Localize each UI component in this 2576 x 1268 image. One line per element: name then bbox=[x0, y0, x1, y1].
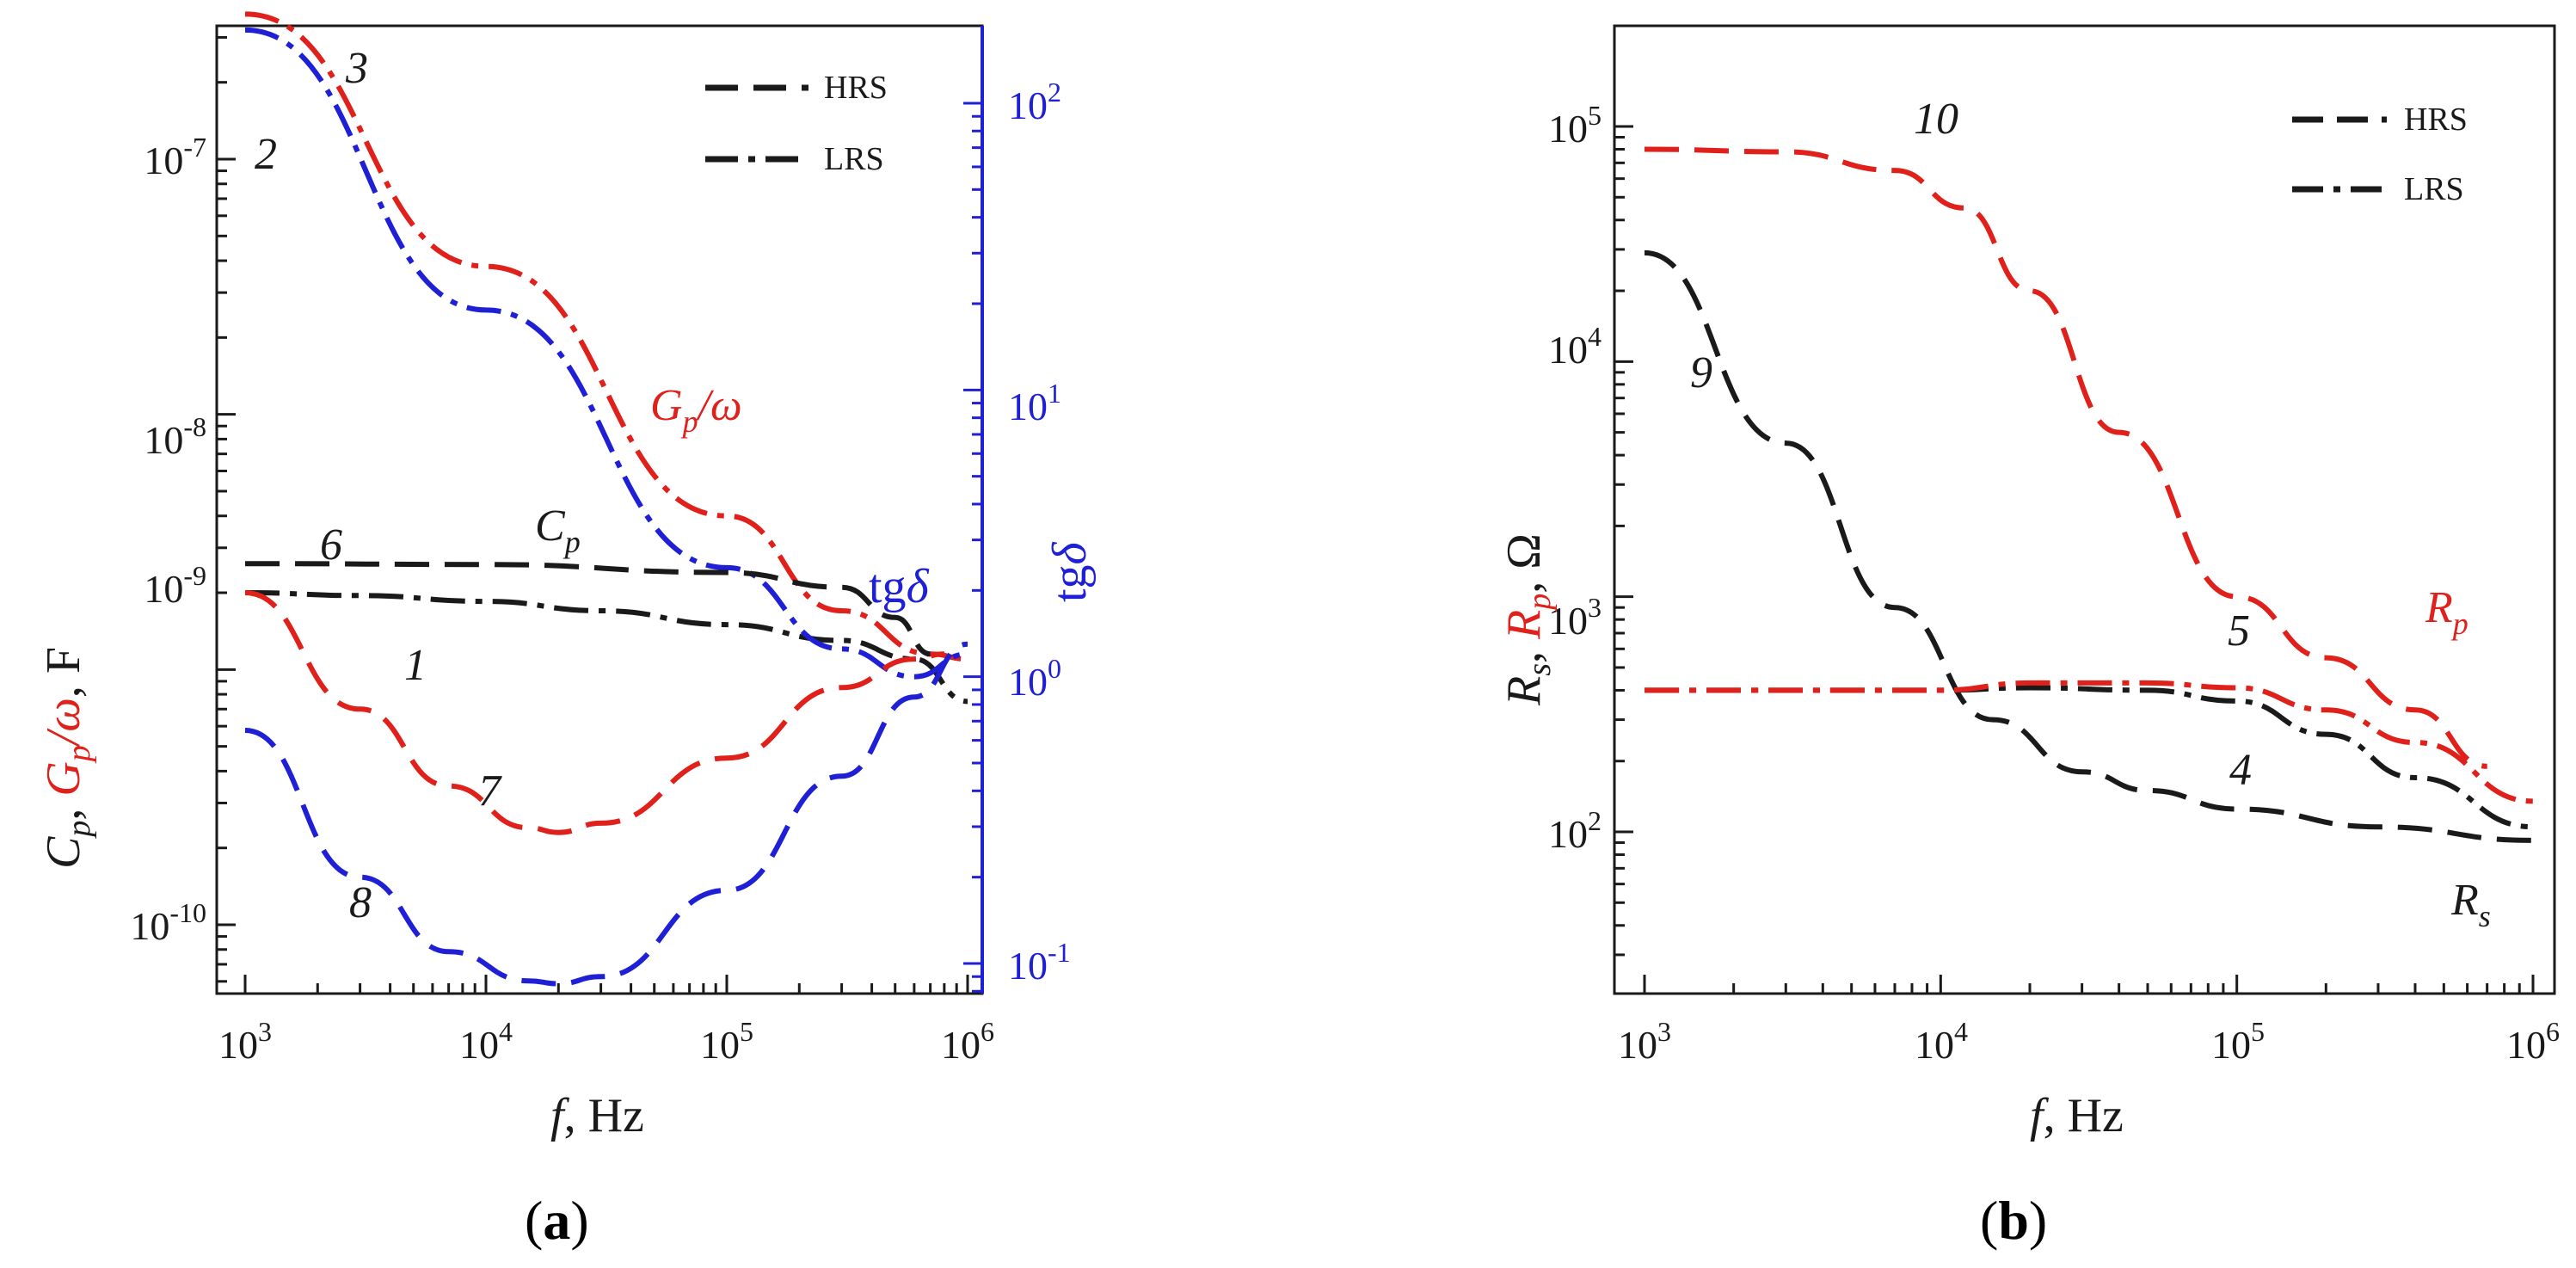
chart-b-y-label: Rs, Rp, Ω bbox=[1497, 533, 1558, 706]
chart-a-x-tick-label: 103 bbox=[218, 1016, 272, 1067]
series-line-9 bbox=[1644, 249, 2534, 843]
legend-label-lrs: LRS bbox=[824, 141, 884, 177]
legend-label-lrs: LRS bbox=[2404, 171, 2464, 207]
chart-b-rp-label: Rp bbox=[2425, 583, 2468, 641]
chart-b-ticks bbox=[1614, 125, 2535, 994]
chart-b-plot-frame bbox=[1613, 24, 2556, 995]
series-line-1 bbox=[244, 590, 968, 705]
series-line-3 bbox=[244, 27, 968, 680]
chart-b-legend: HRS LRS bbox=[2292, 102, 2468, 207]
chart-a-ticks bbox=[217, 35, 982, 994]
chart-a-cp-label: Cp bbox=[535, 502, 581, 559]
chart-a-x-tick-label: 105 bbox=[700, 1016, 753, 1067]
chart-a-y2-tick-label: 10-1 bbox=[1008, 937, 1071, 988]
chart-a-y-tick-label: 10-9 bbox=[144, 560, 206, 611]
chart-a-y-tick-label: 10-10 bbox=[130, 897, 206, 948]
chart-a-series bbox=[244, 11, 968, 987]
series-line-7 bbox=[244, 590, 944, 835]
chart-b-x-tick-label: 104 bbox=[1915, 1016, 1968, 1067]
series-line-4 bbox=[1645, 685, 2534, 830]
chart-b-x-tick-label: 105 bbox=[2211, 1016, 2265, 1067]
chart-a-x-tick-label: 106 bbox=[941, 1016, 994, 1067]
chart-a-y2-tick-label: 102 bbox=[1008, 77, 1061, 127]
chart-b: 103 104 105 106 102 103 104 105 f, Hz Rs… bbox=[1497, 24, 2560, 1251]
chart-a-annotation: 8 bbox=[349, 878, 372, 927]
series-line-6 bbox=[244, 561, 931, 657]
legend-label-hrs: HRS bbox=[2404, 102, 2468, 138]
chart-a-tgd-label: tgδ bbox=[869, 560, 930, 613]
series-line-5 bbox=[1645, 680, 2534, 804]
chart-a-y2-tick-label: 100 bbox=[1008, 653, 1061, 704]
chart-a-y-tick-label: 10-7 bbox=[144, 132, 206, 182]
series-line-8 bbox=[244, 641, 968, 987]
chart-b-x-tick-label: 106 bbox=[2506, 1016, 2560, 1067]
chart-a-annotation: 3 bbox=[345, 44, 368, 93]
chart-a-gp-label: Gp/ω bbox=[650, 381, 742, 439]
chart-b-series bbox=[1644, 146, 2534, 843]
chart-a-y2-tick-label: 101 bbox=[1008, 378, 1061, 428]
chart-a-annotation: 6 bbox=[320, 520, 342, 569]
chart-a: 103 104 105 106 10-10 10-9 10-8 10-7 10-… bbox=[37, 11, 1097, 1251]
chart-b-annotation: 10 bbox=[1914, 95, 1958, 144]
chart-b-annotation: 5 bbox=[2228, 606, 2250, 656]
chart-a-y-label: Cp, Gp/ω, F bbox=[37, 647, 97, 869]
chart-b-x-label: f, Hz bbox=[2030, 1089, 2124, 1142]
series-line-2 bbox=[244, 11, 968, 662]
chart-b-rs-label: Rs bbox=[2450, 876, 2491, 933]
chart-b-y-tick-label: 103 bbox=[1548, 592, 1602, 643]
series-line-10 bbox=[1644, 146, 2487, 769]
chart-a-annotation: 2 bbox=[255, 130, 277, 179]
chart-b-annotation: 9 bbox=[1690, 348, 1712, 397]
chart-b-annotation: 4 bbox=[2229, 746, 2252, 795]
chart-b-y-tick-label: 105 bbox=[1548, 100, 1602, 151]
chart-a-x-label: f, Hz bbox=[550, 1089, 644, 1142]
legend-label-hrs: HRS bbox=[824, 70, 888, 106]
chart-a-y-tick-label: 10-8 bbox=[144, 411, 206, 462]
chart-a-y2-label: tgδ bbox=[1043, 541, 1097, 602]
chart-a-annotation: 1 bbox=[404, 641, 427, 690]
chart-a-legend: HRS LRS bbox=[705, 70, 888, 177]
chart-b-y-tick-label: 102 bbox=[1548, 805, 1602, 856]
chart-b-y-tick-label: 104 bbox=[1548, 321, 1602, 372]
chart-a-annotation: 7 bbox=[478, 766, 502, 816]
chart-a-caption: (a) bbox=[525, 1190, 589, 1251]
chart-b-caption: (b) bbox=[1980, 1190, 2047, 1251]
chart-b-x-tick-label: 103 bbox=[1618, 1016, 1671, 1067]
chart-a-x-tick-label: 104 bbox=[459, 1016, 513, 1067]
